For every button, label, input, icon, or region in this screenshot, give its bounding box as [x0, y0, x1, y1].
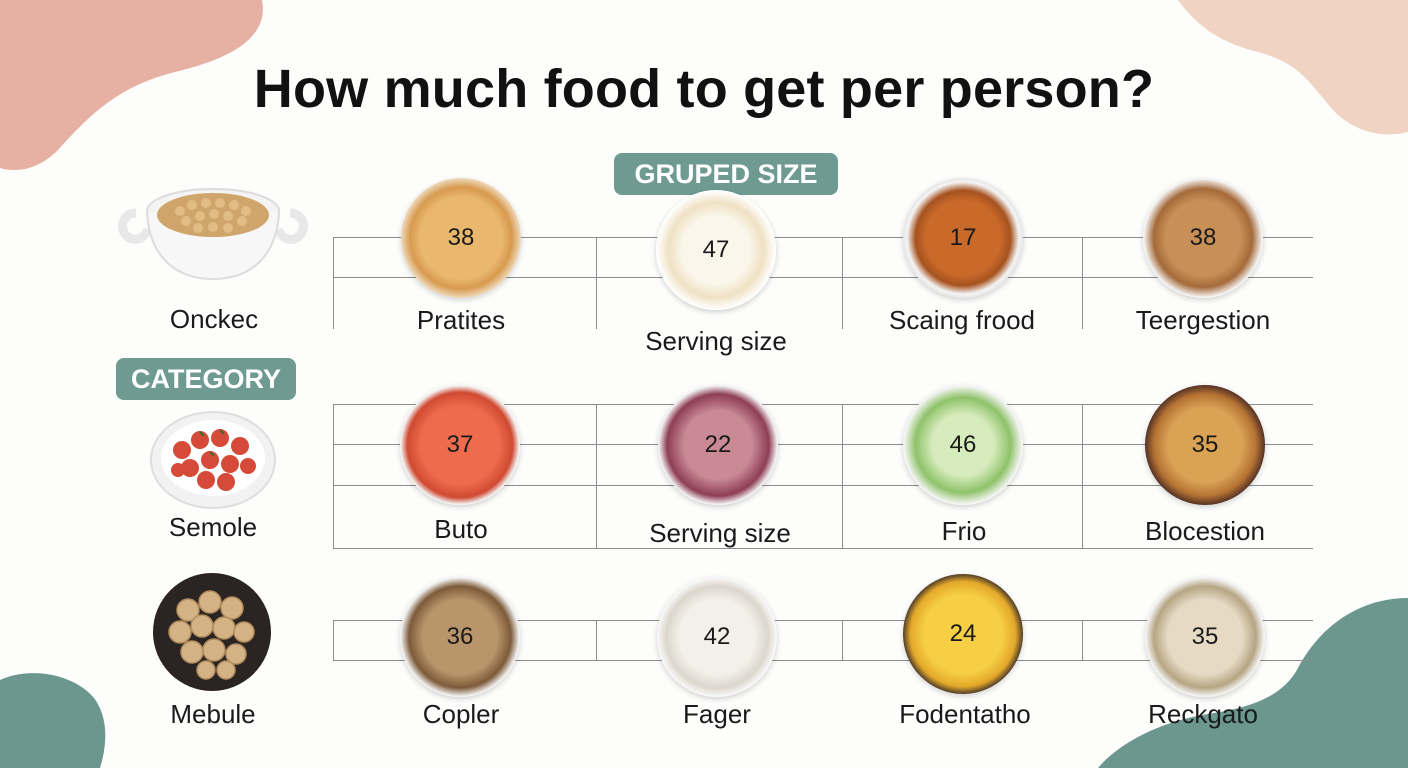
food-label: Scaing frood [889, 305, 1035, 335]
serving-value: 36 [446, 623, 474, 650]
serving-value: 35 [1191, 431, 1219, 458]
chickpea-bowl-icon [118, 188, 308, 281]
tomato-plate-icon [150, 411, 276, 509]
food-label: Buto [434, 514, 488, 544]
serving-value: 24 [949, 620, 977, 647]
side-label: Mebule [170, 699, 256, 729]
serving-value: 38 [1189, 224, 1217, 251]
category-tag: CATEGORY [116, 358, 296, 400]
tomato-plate-icon: 37 [400, 385, 520, 505]
pink-blob-top-left [0, 0, 263, 171]
chips-plate-icon: 38 [401, 178, 521, 298]
grid-line [1082, 237, 1083, 329]
side-label: Onckec [169, 304, 259, 334]
food-label: Fager [683, 699, 751, 729]
sausage-plate-icon: 35 [1145, 385, 1265, 505]
grid-line [333, 237, 334, 329]
grid-line [333, 620, 334, 660]
grid-line [333, 548, 1313, 549]
grid-line [333, 277, 1313, 278]
page-title: How much food to get per person? [253, 59, 1155, 119]
food-label: Frio [941, 516, 987, 546]
food-label: Fodentatho [899, 699, 1031, 729]
food-label: Blocestion [1145, 516, 1265, 546]
food-label: Serving size [645, 326, 787, 356]
grid-line [842, 237, 843, 329]
grid-line [596, 620, 597, 660]
serving-value: 22 [704, 431, 732, 458]
grid-line [333, 404, 334, 548]
cheese-plate-icon: 47 [656, 190, 776, 310]
side-label: Semole [168, 512, 258, 542]
cucumber-plate-icon: 46 [903, 385, 1023, 505]
grid-line [596, 404, 597, 548]
grid-line [333, 620, 1313, 621]
food-label: Reckgato [1148, 699, 1258, 729]
grouped-size-tag: GRUPED SIZE [614, 153, 838, 195]
grated-food-plate-icon: 36 [400, 577, 520, 697]
serving-value: 47 [702, 236, 730, 263]
food-label: Copler [422, 699, 500, 729]
grid-line [842, 620, 843, 660]
teal-blob-bottom-left [0, 673, 106, 768]
food-label: Teergestion [1135, 305, 1271, 335]
grid-line [1082, 620, 1083, 660]
serving-value: 37 [446, 431, 474, 458]
serving-value: 42 [703, 623, 731, 650]
food-label: Serving size [649, 518, 791, 548]
sauce-bowl-icon: 17 [903, 178, 1023, 298]
meat-plate-icon: 22 [658, 385, 778, 505]
grid-line [596, 237, 597, 329]
grid-line [333, 404, 1313, 405]
grid-line [333, 237, 1313, 238]
grid-line [333, 660, 1313, 661]
seed-plate-icon: 35 [1145, 577, 1265, 697]
serving-value: 46 [949, 431, 977, 458]
grid-line [842, 404, 843, 548]
peach-blob-top-right [1178, 0, 1408, 135]
food-label: Pratites [416, 305, 506, 335]
grid-line [333, 485, 1313, 486]
serving-value: 38 [447, 224, 475, 251]
crumble-plate-icon: 42 [657, 577, 777, 697]
grid-line [333, 444, 1313, 445]
pasta-wheel-bowl-icon: 24 [903, 574, 1023, 694]
serving-value: 35 [1191, 623, 1219, 650]
teal-blob-bottom-right [1098, 598, 1408, 768]
grid-line [1082, 404, 1083, 548]
serving-value: 17 [949, 224, 977, 251]
walnut-bowl-icon [153, 573, 271, 691]
potato-plate-icon: 38 [1143, 178, 1263, 298]
